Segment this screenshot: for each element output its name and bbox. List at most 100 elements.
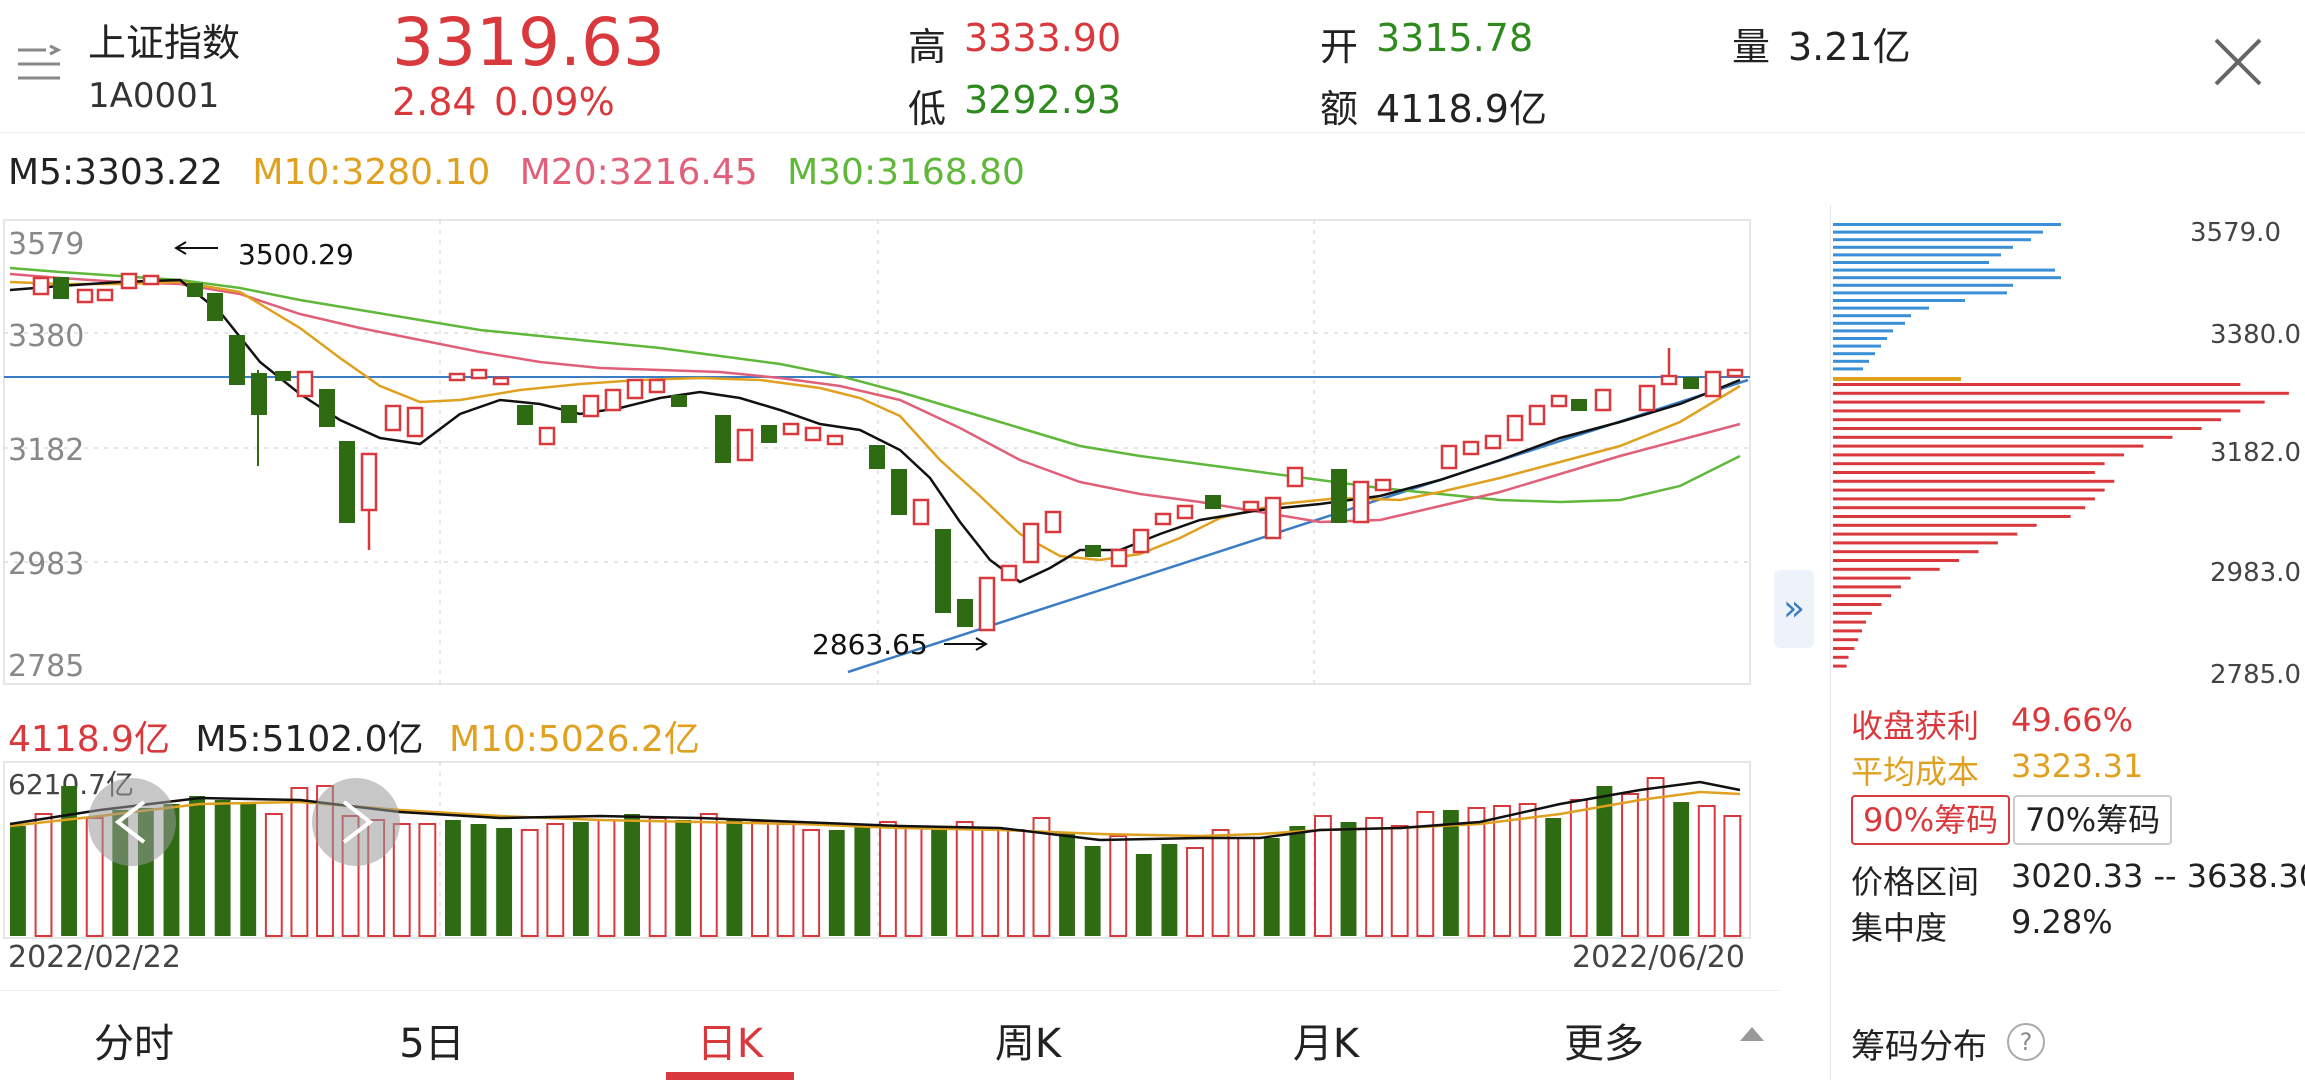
candle	[1132, 528, 1150, 554]
chip-bar	[1833, 506, 2086, 510]
candle	[891, 469, 907, 515]
volume-bar	[879, 821, 897, 937]
candle	[1022, 522, 1040, 564]
chip-bar	[1833, 647, 1855, 650]
kline-chart[interactable]: 3579 3380 3182 2983 2785	[0, 210, 1760, 690]
volume-bar	[520, 829, 539, 937]
candle	[470, 368, 488, 380]
chip-bar	[1833, 223, 2061, 226]
open-value: 3315.78	[1376, 16, 1534, 60]
volume-bar	[290, 787, 309, 937]
volume-bar	[1697, 805, 1716, 937]
chip-bar	[1833, 594, 1892, 598]
candle	[517, 405, 533, 425]
chip-bar	[1833, 559, 1960, 562]
chip-bar	[1833, 352, 1875, 356]
candle	[1571, 399, 1587, 411]
candle	[96, 288, 114, 302]
candle	[804, 426, 822, 442]
annot-high-label: 3500.29	[238, 238, 354, 271]
ma30-line	[9, 266, 1741, 504]
candle	[251, 373, 267, 415]
quote-header: 上证指数 1A0001 3319.63 2.84 0.09% 高 3333.90…	[0, 0, 2305, 133]
chip-bar	[1833, 261, 1989, 264]
chip-bar	[1833, 488, 2105, 492]
tab-5day[interactable]: 5日	[399, 1021, 465, 1067]
tab-daily-k[interactable]: 日K	[696, 1021, 764, 1067]
range-label: 价格区间	[1851, 863, 1980, 901]
candle	[1242, 500, 1260, 512]
tab-more[interactable]: 更多	[1564, 1021, 1644, 1067]
kline-ytick-4: 2785	[8, 649, 84, 684]
candle	[1154, 512, 1172, 526]
candle	[782, 422, 800, 436]
annot-high: 3500.29	[174, 238, 354, 271]
candle	[736, 428, 754, 462]
kline-ytick-0: 3579	[8, 227, 84, 262]
volume-bar	[1646, 777, 1665, 937]
candle	[120, 272, 138, 290]
tab-intraday[interactable]: 分时	[94, 1021, 174, 1067]
chip-bar	[1833, 585, 1901, 589]
chip-bar	[1833, 532, 2018, 536]
volume-bar	[214, 800, 231, 936]
candle	[319, 389, 335, 427]
collapse-arrow-icon[interactable]	[1738, 1023, 1766, 1043]
volume-chart[interactable]: 6210.7亿	[0, 760, 1760, 940]
chip-bar	[1833, 359, 1869, 363]
candle	[1331, 469, 1347, 523]
expand-chips-button[interactable]: »	[1774, 570, 1814, 648]
ma5-line	[9, 278, 1741, 584]
chip-bar	[1833, 344, 1881, 348]
chip-price-1: 3380.0	[2210, 320, 2301, 350]
menu-icon[interactable]	[16, 44, 64, 84]
amount-label: 额	[1320, 87, 1359, 131]
candle	[1085, 545, 1101, 557]
candle	[582, 394, 600, 418]
active-tab-indicator	[666, 1072, 794, 1080]
volume-bar	[624, 814, 640, 936]
chip-bar	[1833, 268, 2055, 272]
volume-bar	[776, 823, 795, 937]
kline-ytick-2: 3182	[8, 433, 84, 468]
high-label: 高	[908, 25, 947, 69]
help-icon[interactable]: ?	[2007, 1023, 2045, 1061]
volume-bar	[1493, 805, 1511, 937]
next-arrow-button[interactable]	[312, 778, 400, 866]
prev-arrow-button[interactable]	[88, 778, 176, 866]
ma-legend: M5:3303.22 M10:3280.10 M20:3216.45 M30:3…	[8, 152, 1043, 193]
volume-bar	[1059, 832, 1075, 936]
volume-bar	[1340, 822, 1357, 936]
chip-bar	[1833, 471, 2095, 474]
chip-bar	[1833, 462, 2105, 466]
tab-weekly-k[interactable]: 周K	[994, 1021, 1062, 1067]
volume-bar	[496, 828, 513, 936]
candle	[32, 276, 50, 296]
chip-70-button[interactable]: 70%筹码	[2013, 795, 2173, 845]
candle	[1110, 548, 1128, 568]
chip-90-button[interactable]: 90%筹码	[1851, 795, 2011, 845]
chip-bar	[1833, 453, 2124, 457]
annot-low-label: 2863.65	[812, 628, 928, 661]
volume-bar	[1673, 802, 1690, 936]
tab-monthly-k[interactable]: 月K	[1292, 1021, 1360, 1067]
volume-bar	[726, 820, 743, 936]
chip-bar	[1833, 611, 1872, 615]
chip-bar	[1833, 515, 2071, 518]
chip-bar	[1833, 541, 1998, 545]
ma20-legend: M20:3216.45	[519, 152, 758, 193]
volume-bar	[675, 820, 692, 936]
volume-bar	[955, 821, 974, 937]
kline-ytick-1: 3380	[8, 319, 84, 354]
chip-bar	[1833, 321, 1905, 325]
annot-low: 2863.65	[812, 628, 988, 661]
ma20-line	[9, 272, 1741, 524]
candle	[1044, 510, 1062, 534]
expand-icon: »	[1782, 588, 1806, 629]
candle	[1726, 368, 1744, 378]
candle	[912, 498, 930, 526]
close-button[interactable]	[2210, 34, 2266, 90]
candle	[339, 441, 355, 523]
avg-cost-label: 平均成本	[1851, 753, 1980, 791]
volume-legend: 4118.9亿 M5:5102.0亿 M10:5026.2亿	[8, 710, 700, 762]
